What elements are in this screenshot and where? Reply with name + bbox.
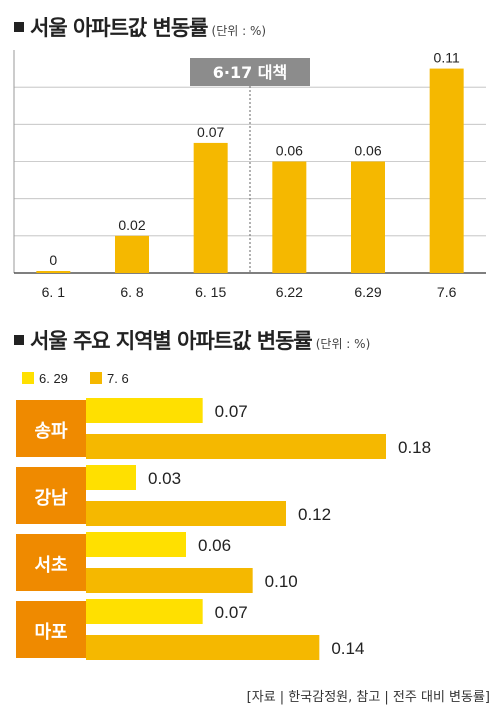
data-label: 0 <box>49 252 57 268</box>
x-tick-label: 6. 8 <box>120 284 144 300</box>
title-square-icon <box>14 335 24 345</box>
region-label: 마포 <box>34 622 67 643</box>
annotation-badge <box>190 58 310 86</box>
data-label: 0.10 <box>265 572 298 591</box>
weekly-change-chart: 6·17 대책 0 6. 1 0.02 6. 8 0.07 6. 15 0.06 6.22 0.0… <box>13 50 486 300</box>
chart1-title-text: 서울 아파트값 변동률 <box>30 16 209 40</box>
chart2-unit: (단위 : %) <box>315 337 371 351</box>
bar-6.29 <box>86 532 186 557</box>
source-note: [자료 | 한국감정원, 참고 | 전주 대비 변동률] <box>246 690 490 705</box>
bar-7.6 <box>429 68 464 273</box>
data-label: 0.06 <box>276 143 303 159</box>
x-tick-label: 6. 15 <box>195 284 226 300</box>
region-label: 송파 <box>34 421 68 442</box>
data-label: 0.06 <box>354 143 381 159</box>
data-label: 0.06 <box>198 536 231 555</box>
data-label: 0.12 <box>298 505 331 524</box>
x-tick-label: 7.6 <box>437 284 457 300</box>
data-label: 0.03 <box>148 469 181 488</box>
bar-6.8 <box>115 235 149 273</box>
data-label: 0.14 <box>331 639 364 658</box>
bar-7.6 <box>86 635 320 660</box>
data-label: 0.07 <box>197 124 224 140</box>
chart2-title: 서울 주요 지역별 아파트값 변동률 (단위 : %) <box>14 325 370 355</box>
bar-7.6 <box>86 501 286 526</box>
legend-label: 7. 6 <box>107 371 129 386</box>
region-label-box <box>16 467 86 524</box>
legend-swatch <box>22 372 34 384</box>
region-label: 서초 <box>34 555 67 576</box>
bar-6.22 <box>272 161 307 273</box>
bar-7.6 <box>86 568 253 593</box>
data-label: 0.07 <box>215 402 248 421</box>
data-label: 0.18 <box>398 438 431 457</box>
x-tick-label: 6.29 <box>354 284 381 300</box>
data-label: 0.11 <box>434 50 460 66</box>
bar-6.15 <box>193 142 228 273</box>
data-label: 0.07 <box>215 603 248 622</box>
bar-7.6 <box>86 434 386 459</box>
bar-6.29 <box>351 161 385 273</box>
x-tick-label: 6. 1 <box>42 284 66 300</box>
region-label-box <box>16 534 86 591</box>
chart2-title-text: 서울 주요 지역별 아파트값 변동률 <box>30 329 313 353</box>
regional-change-chart: 6. 29 7. 6 송파 0.07 0.18 강남 0.03 0.12 서초 0.06 0.10 마… <box>16 371 431 660</box>
region-label-box <box>16 400 86 457</box>
x-tick-label: 6.22 <box>276 284 303 300</box>
annotation-label: 6·17 대책 <box>213 63 288 82</box>
region-label: 강남 <box>34 488 68 509</box>
legend-swatch <box>90 372 102 384</box>
region-label-box <box>16 601 86 658</box>
chart1-unit: (단위 : %) <box>211 24 267 38</box>
bar-6.29 <box>86 398 203 423</box>
legend-label: 6. 29 <box>39 371 68 386</box>
title-square-icon <box>14 22 24 32</box>
bar-6.29 <box>86 599 203 624</box>
data-label: 0.02 <box>118 217 145 233</box>
bar-6.1 <box>36 271 71 273</box>
bar-6.29 <box>86 465 136 490</box>
chart1-title: 서울 아파트값 변동률 (단위 : %) <box>14 12 266 42</box>
